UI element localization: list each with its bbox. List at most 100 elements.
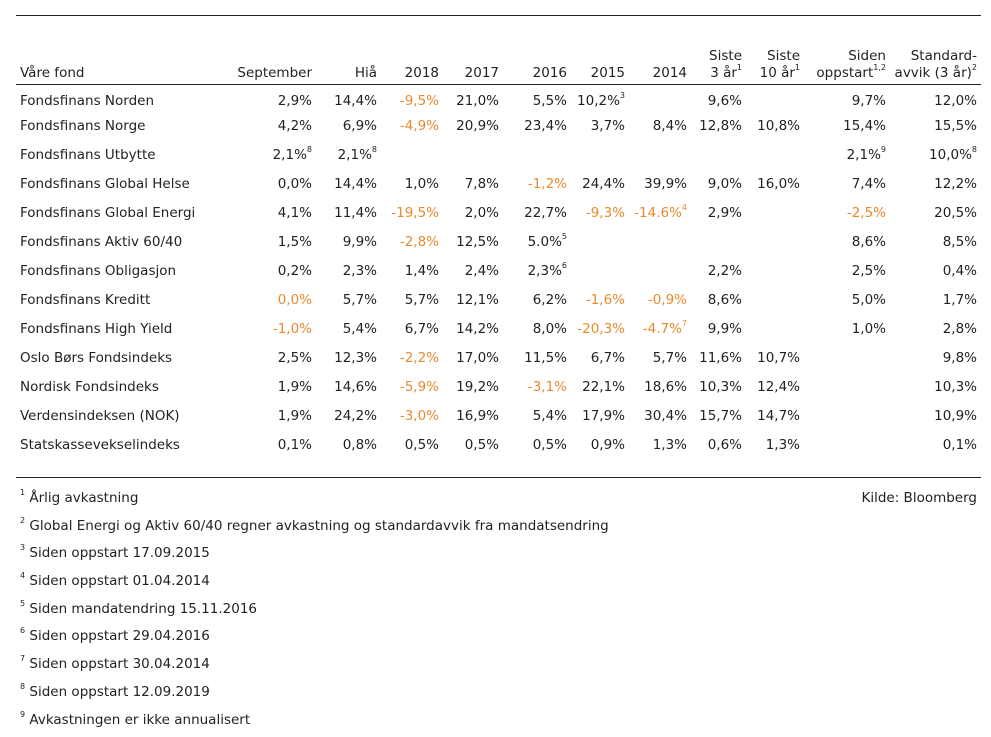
table-cell: 1,0% [804, 314, 890, 343]
cell-value: 6,7% [405, 321, 439, 337]
table-cell: 0,1% [224, 430, 316, 459]
table-cell: 9,7% [804, 82, 890, 111]
fund-name: Fondsfinans Utbytte [16, 140, 224, 169]
cell-value: -14.6% [634, 205, 682, 221]
cell-value: 5,7% [343, 292, 377, 308]
table-cell: -1,6% [571, 285, 629, 314]
table-cell: 8,4% [629, 111, 691, 140]
header-col-7: 2014 [629, 34, 691, 82]
table-cell: 12,3% [316, 343, 381, 372]
table-cell [804, 343, 890, 372]
cell-value: 2,5% [278, 350, 312, 366]
cell-value: 14,4% [334, 176, 377, 192]
cell-value: -2,8% [400, 234, 439, 250]
table-cell: 2,1%9 [804, 140, 890, 169]
cell-value: -2,5% [847, 205, 886, 221]
table-cell: 12,2% [890, 169, 981, 198]
footnote-item: 9 Avkastningen er ikke annualisert [20, 710, 980, 737]
cell-value: 1,0% [852, 321, 886, 337]
cell-value: 2,8% [943, 321, 977, 337]
bottom-rule [16, 477, 981, 478]
table-cell [804, 401, 890, 430]
table-cell: 0,4% [890, 256, 981, 285]
header-text: Standard- [911, 48, 977, 64]
table-cell: 1,5% [224, 227, 316, 256]
cell-value: 9,7% [852, 93, 886, 109]
cell-value: 0,5% [465, 437, 499, 453]
cell-value: -5,9% [400, 379, 439, 395]
table-cell: 0,9% [571, 430, 629, 459]
cell-value: -9,3% [586, 205, 625, 221]
cell-value: 20,9% [456, 118, 499, 134]
footnote-item: 5 Siden mandatendring 15.11.2016 [20, 599, 980, 627]
table-cell [746, 256, 804, 285]
header-text: 2014 [653, 65, 687, 81]
cell-value: 12,5% [456, 234, 499, 250]
cell-value: 5,7% [405, 292, 439, 308]
footnote-ref: 5 [562, 232, 567, 241]
cell-value: -0,9% [648, 292, 687, 308]
table-cell: 16,9% [443, 401, 503, 430]
cell-value: 8,4% [653, 118, 687, 134]
header-rule [16, 84, 981, 85]
table-cell: 2,1%8 [224, 140, 316, 169]
table-cell [571, 140, 629, 169]
cell-value: 12,8% [699, 118, 742, 134]
cell-value: 0,0% [278, 292, 312, 308]
header-text: September [237, 65, 312, 81]
table-cell: 1,9% [224, 401, 316, 430]
cell-value: -1,2% [528, 176, 567, 192]
cell-value: 1,5% [278, 234, 312, 250]
cell-value: 2,4% [465, 263, 499, 279]
cell-value: 12,3% [334, 350, 377, 366]
cell-value: 17,9% [582, 408, 625, 424]
cell-value: 4,2% [278, 118, 312, 134]
footnote-text: Siden oppstart 30.04.2014 [29, 656, 209, 672]
fund-name: Oslo Børs Fondsindeks [16, 343, 224, 372]
cell-value: 0,2% [278, 263, 312, 279]
table-cell [571, 256, 629, 285]
cell-value: 21,0% [456, 93, 499, 109]
fund-name: Fondsfinans Norge [16, 111, 224, 140]
table-cell: 2,9% [691, 198, 746, 227]
table-cell: 1,4% [381, 256, 443, 285]
footnote-text: Avkastningen er ikke annualisert [29, 712, 250, 728]
table-cell: -19,5% [381, 198, 443, 227]
footnote-item: 1 Årlig avkastning [20, 488, 980, 516]
cell-value: 17,0% [456, 350, 499, 366]
table-cell: 9,9% [316, 227, 381, 256]
table-cell: 0,5% [503, 430, 571, 459]
table-cell: 21,0% [443, 82, 503, 111]
fund-name: Statskassevekselindeks [16, 430, 224, 459]
cell-value: 0,1% [943, 437, 977, 453]
header-text: oppstart [816, 65, 873, 81]
cell-value: -3,1% [528, 379, 567, 395]
header-text: 2016 [533, 65, 567, 81]
table-cell: 6,9% [316, 111, 381, 140]
cell-value: 8,6% [852, 234, 886, 250]
header-text: Våre fond [20, 65, 84, 81]
header-text: Siste [709, 48, 742, 64]
fund-name: Fondsfinans Global Helse [16, 169, 224, 198]
table-cell: 20,9% [443, 111, 503, 140]
table-cell: 1,0% [381, 169, 443, 198]
footnote-number: 2 [20, 516, 25, 525]
cell-value: 5,7% [653, 350, 687, 366]
header-footnote-ref: 1 [795, 63, 800, 72]
table-cell: -1,0% [224, 314, 316, 343]
table-cell: 3,7% [571, 111, 629, 140]
fund-name: Fondsfinans Aktiv 60/40 [16, 227, 224, 256]
cell-value: 0,0% [278, 176, 312, 192]
table-cell [503, 140, 571, 169]
table-cell: 7,4% [804, 169, 890, 198]
cell-value: 10,3% [934, 379, 977, 395]
table-cell: -4,9% [381, 111, 443, 140]
footnote-number: 8 [20, 682, 25, 691]
cell-value: 9,9% [708, 321, 742, 337]
table-cell: 2,5% [224, 343, 316, 372]
cell-value: 10,7% [757, 350, 800, 366]
